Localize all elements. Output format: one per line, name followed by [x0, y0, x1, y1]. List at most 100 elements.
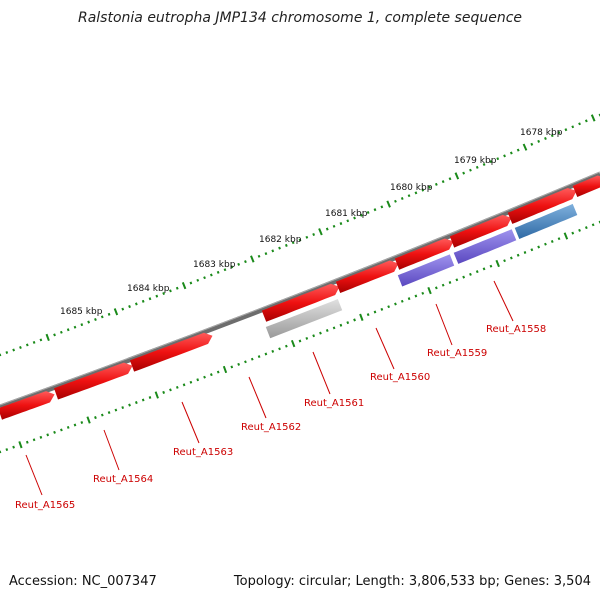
- gene-feature-forward[interactable]: [449, 214, 512, 248]
- minor-tick: [325, 227, 329, 231]
- minor-tick: [414, 294, 418, 298]
- minor-tick: [325, 329, 329, 332]
- minor-tick: [584, 226, 588, 230]
- minor-tick: [530, 142, 534, 146]
- minor-tick: [237, 262, 241, 266]
- minor-tick: [523, 251, 527, 254]
- minor-tick: [544, 242, 547, 246]
- minor-tick: [353, 318, 356, 322]
- minor-tick: [571, 231, 575, 235]
- gene-feature-forward[interactable]: [54, 362, 133, 400]
- minor-tick: [339, 323, 343, 327]
- minor-tick: [264, 352, 268, 356]
- minor-tick: [475, 165, 479, 169]
- gene-leader-lines: [25, 280, 514, 496]
- minor-tick: [284, 243, 288, 247]
- gene-feature-reut-a1558[interactable]: [514, 203, 578, 239]
- gene-label-reut-a1558[interactable]: Reut_A1558: [486, 324, 546, 335]
- accession-text: Accession: NC_007347: [9, 574, 157, 589]
- minor-tick: [46, 433, 50, 437]
- major-tick: [113, 308, 119, 316]
- minor-tick: [53, 430, 56, 434]
- minor-tick: [80, 323, 84, 327]
- scale-label: 1682 kbp: [259, 235, 302, 245]
- minor-tick: [284, 344, 288, 348]
- minor-tick: [39, 435, 43, 439]
- gene-feature-forward[interactable]: [261, 283, 340, 322]
- gene-feature-forward[interactable]: [0, 391, 55, 420]
- minor-tick: [80, 421, 84, 424]
- minor-tick: [94, 318, 97, 321]
- inner-scale-ticks: [0, 220, 600, 454]
- minor-tick: [312, 334, 316, 338]
- minor-tick: [373, 310, 377, 314]
- topology-summary: Topology: circular; Length: 3,806,533 bp…: [233, 574, 591, 589]
- major-tick: [181, 282, 187, 290]
- scale-label: 1685 kbp: [60, 307, 103, 317]
- minor-tick: [469, 272, 472, 276]
- gene-feature-forward[interactable]: [572, 175, 600, 198]
- minor-tick: [250, 357, 254, 361]
- minor-tick: [60, 428, 63, 432]
- minor-tick: [584, 119, 588, 123]
- minor-tick: [578, 228, 581, 232]
- minor-tick: [339, 222, 343, 226]
- gene-label-reut-a1565[interactable]: Reut_A1565: [15, 500, 75, 511]
- minor-tick: [550, 240, 554, 243]
- gene-label-reut-a1559[interactable]: Reut_A1559: [427, 348, 487, 359]
- minor-tick: [400, 197, 404, 200]
- minor-tick: [162, 390, 166, 394]
- major-tick: [386, 200, 391, 208]
- minor-tick: [203, 375, 206, 379]
- minor-tick: [114, 408, 118, 412]
- major-tick: [495, 259, 500, 268]
- minor-tick: [332, 326, 336, 330]
- minor-tick: [346, 219, 350, 223]
- minor-tick: [482, 267, 486, 271]
- minor-tick: [121, 406, 125, 410]
- gene-feature-reut-a1559[interactable]: [397, 254, 455, 287]
- scale-label: 1680 kbp: [390, 183, 433, 193]
- minor-tick: [305, 336, 309, 340]
- minor-tick: [434, 286, 438, 290]
- minor-tick: [169, 289, 172, 293]
- minor-tick: [537, 245, 541, 249]
- minor-tick: [148, 297, 152, 301]
- minor-tick: [53, 333, 56, 337]
- scale-label: 1678 kbp: [520, 128, 563, 138]
- minor-tick: [162, 292, 166, 295]
- gene-feature-forward[interactable]: [394, 238, 454, 270]
- minor-tick: [407, 297, 411, 301]
- minor-tick: [373, 208, 377, 212]
- leader-line: [493, 280, 514, 322]
- gene-feature-reut-a1561[interactable]: [265, 299, 343, 339]
- minor-tick: [557, 237, 561, 241]
- gene-label-reut-a1561[interactable]: Reut_A1561: [304, 398, 364, 409]
- gene-label-reut-a1563[interactable]: Reut_A1563: [173, 447, 233, 458]
- gene-feature-forward[interactable]: [507, 188, 577, 224]
- minor-tick: [128, 305, 131, 309]
- gene-label-reut-a1562[interactable]: Reut_A1562: [241, 422, 301, 433]
- minor-tick: [169, 388, 172, 392]
- minor-tick: [73, 325, 77, 329]
- minor-tick: [73, 423, 77, 427]
- minor-tick: [462, 171, 466, 175]
- gene-label-reut-a1560[interactable]: Reut_A1560: [370, 372, 430, 383]
- minor-tick: [237, 362, 241, 366]
- minor-tick: [209, 373, 213, 377]
- minor-tick: [5, 448, 9, 452]
- minor-tick: [39, 338, 43, 342]
- minor-tick: [380, 307, 384, 311]
- minor-tick: [203, 276, 206, 280]
- minor-tick: [503, 259, 506, 263]
- minor-tick: [448, 177, 452, 181]
- minor-tick: [516, 148, 520, 152]
- minor-tick: [134, 302, 138, 306]
- gene-label-reut-a1564[interactable]: Reut_A1564: [93, 474, 153, 485]
- minor-tick: [244, 260, 247, 264]
- gene-feature-forward[interactable]: [129, 332, 213, 372]
- gene-feature-forward[interactable]: [335, 260, 399, 294]
- gene-feature-reut-a1559-b[interactable]: [453, 229, 517, 264]
- major-tick: [250, 255, 255, 263]
